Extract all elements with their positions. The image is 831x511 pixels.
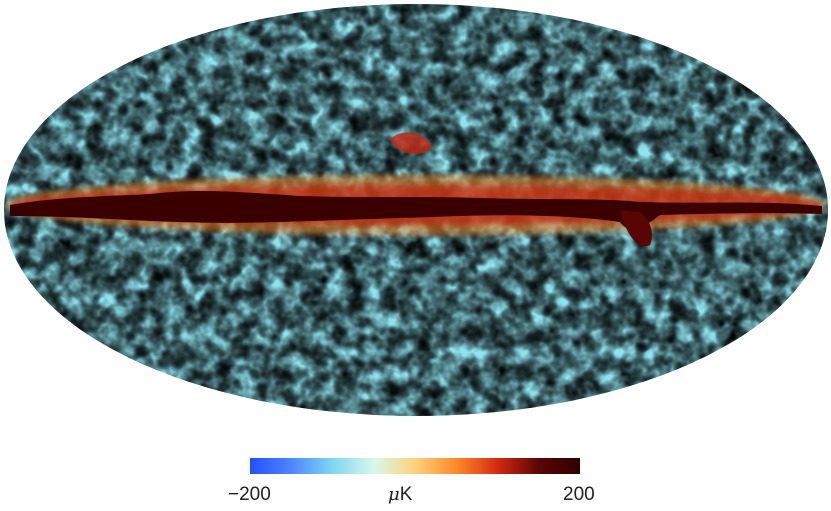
colorbar-min-label: −200 (228, 484, 271, 505)
galactic-plane (10, 190, 822, 230)
colorbar-unit-label: μK (388, 484, 412, 506)
colorbar (250, 458, 580, 474)
colorbar-max-label: 200 (563, 484, 595, 505)
unit-suffix: K (399, 484, 413, 505)
unit-prefix: μ (388, 484, 400, 505)
map-fill (4, 4, 828, 416)
